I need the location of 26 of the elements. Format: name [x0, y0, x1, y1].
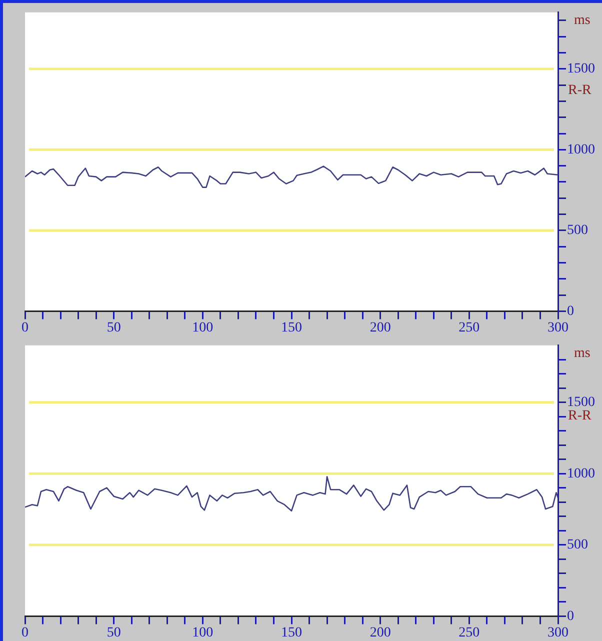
x-tick-label: 250: [458, 625, 480, 640]
x-tick-label: 200: [370, 625, 391, 640]
y-tick-label: 1500: [567, 395, 595, 410]
x-tick-label: 0: [22, 320, 28, 336]
y-tick-label: 1000: [567, 466, 595, 482]
x-tick-label: 100: [192, 625, 214, 640]
x-tick-label: 200: [370, 320, 391, 336]
y-tick-label: 0: [567, 608, 574, 624]
y-tick-label: 1000: [567, 142, 595, 158]
x-tick-label: 100: [192, 320, 214, 336]
x-tick-label: 50: [106, 625, 121, 640]
text: ms: [574, 346, 590, 362]
y-tick-label: 500: [567, 538, 588, 553]
y-axis-title: R-R: [568, 408, 592, 424]
y-tick-label: 0: [567, 304, 574, 319]
text: ms: [574, 13, 590, 28]
y-tick-label: 500: [567, 223, 588, 238]
x-tick-label: 150: [281, 625, 302, 640]
x-tick-label: 300: [548, 625, 568, 640]
x-tick-label: 0: [22, 625, 28, 640]
x-tick-label: 300: [548, 320, 568, 336]
x-tick-label: 50: [106, 320, 121, 336]
y-axis-title: R-R: [568, 82, 592, 98]
x-tick-label: 150: [281, 320, 302, 336]
y-tick-label: 1500: [567, 62, 595, 77]
x-tick-label: 250: [458, 320, 480, 336]
